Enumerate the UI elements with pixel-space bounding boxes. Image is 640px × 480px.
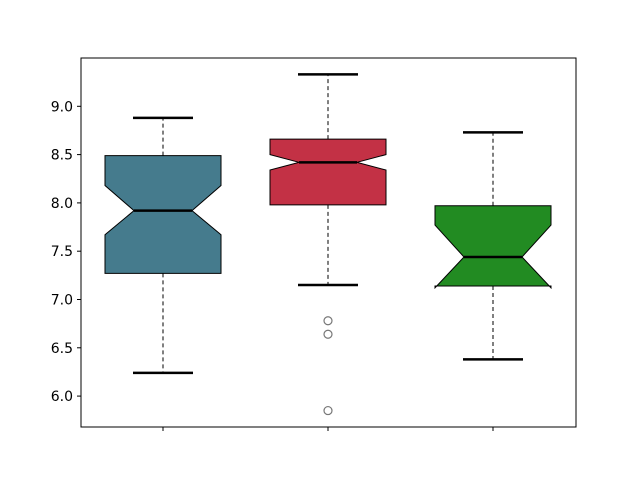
plot-frame	[80, 57, 577, 428]
outlier-point	[323, 405, 333, 416]
y-tick-label: 8.5	[51, 148, 73, 164]
outlier-point	[323, 329, 333, 339]
y-tick-label: 7.0	[51, 292, 73, 308]
y-tick-label: 7.5	[51, 244, 73, 260]
outlier-point	[323, 316, 333, 326]
y-tick-label: 8.0	[51, 196, 73, 212]
y-tick-label: 9.0	[51, 99, 73, 115]
y-tick-label: 6.0	[51, 389, 73, 405]
box-2	[269, 138, 387, 206]
y-tick-label: 6.5	[51, 341, 73, 357]
box-1	[104, 155, 222, 274]
box-3	[434, 205, 552, 290]
